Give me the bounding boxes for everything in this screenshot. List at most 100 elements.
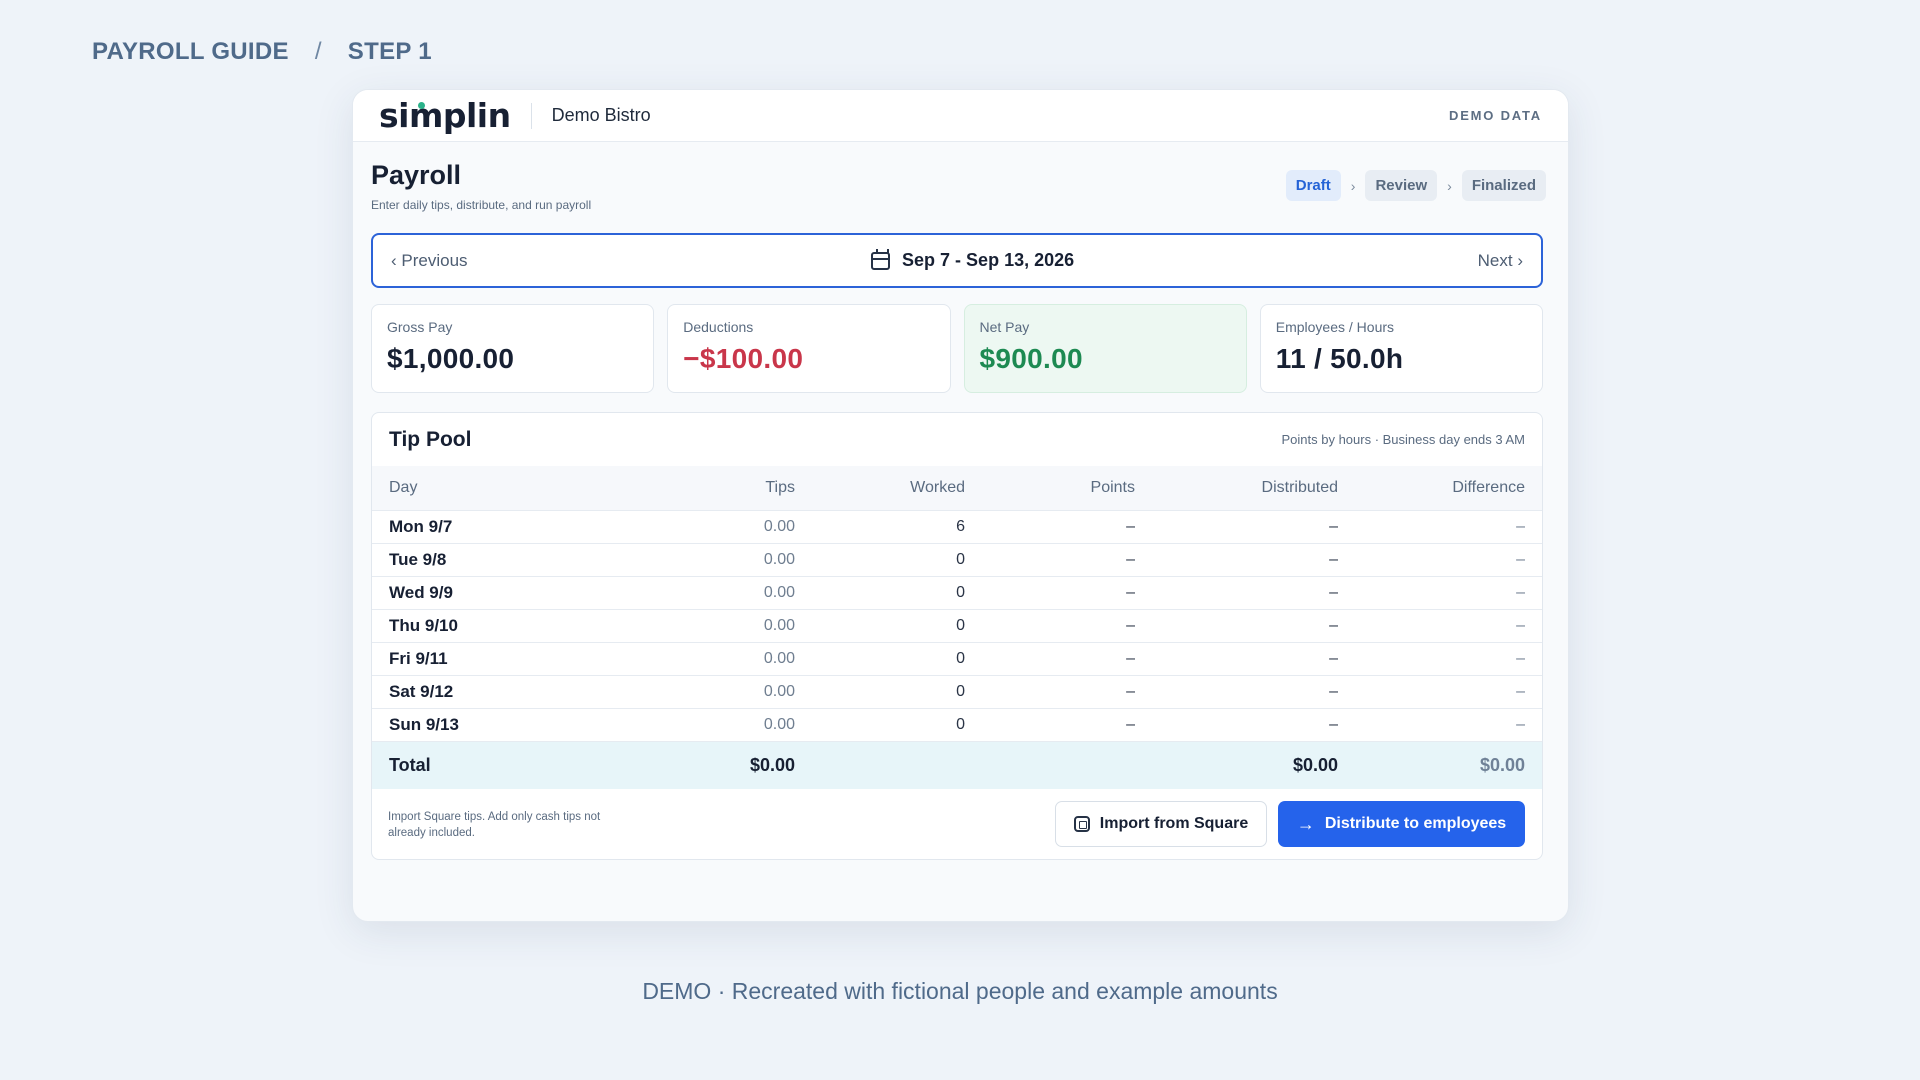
table-row[interactable]: Thu 9/10 0.00 0 – – –: [372, 609, 1542, 643]
cell-points: –: [982, 576, 1152, 610]
deductions-value: −$100.00: [683, 343, 804, 374]
net-pay-card: Net Pay $900.00: [963, 304, 1247, 393]
cell-worked: 0: [812, 543, 982, 577]
column-header-points: Points: [982, 466, 1152, 511]
deductions-label: Deductions: [683, 319, 754, 335]
summary-stats: Gross Pay $1,000.00 Deductions −$100.00 …: [371, 304, 1543, 393]
employees-hours-label: Employees / Hours: [1275, 319, 1395, 335]
import-help-text: Import Square tips. Add only cash tips n…: [388, 811, 601, 839]
square-icon: [1073, 816, 1090, 832]
table-row[interactable]: Fri 9/11 0.00 0 – – –: [372, 642, 1542, 676]
gross-pay-card: Gross Pay $1,000.00: [371, 304, 655, 393]
cell-points: –: [982, 609, 1152, 643]
cell-tips[interactable]: 0.00: [632, 543, 812, 577]
cell-difference: –: [1355, 675, 1542, 709]
cell-distributed: –: [1152, 609, 1355, 643]
import-from-square-button[interactable]: Import from Square: [1055, 801, 1267, 847]
page-subtitle: Enter daily tips, distribute, and run pa…: [371, 198, 592, 212]
cell-points: –: [982, 675, 1152, 709]
top-bar: simplin Demo Bistro DEMO DATA: [353, 90, 1568, 142]
column-header-day: Day: [372, 466, 632, 511]
cell-tips[interactable]: 0.00: [632, 510, 812, 544]
cell-difference: –: [1355, 543, 1542, 577]
cell-worked: 0: [812, 576, 982, 610]
deductions-card: Deductions −$100.00: [667, 304, 951, 393]
cell-tips[interactable]: 0.00: [632, 642, 812, 676]
guide-breadcrumb: PAYROLL GUIDE / STEP 1: [92, 38, 432, 66]
total-points-empty: [982, 741, 1152, 789]
cell-worked: 0: [812, 675, 982, 709]
cell-worked: 6: [812, 510, 982, 544]
table-row[interactable]: Sun 9/13 0.00 0 – – –: [372, 708, 1542, 742]
total-difference: $0.00: [1355, 741, 1542, 789]
net-pay-value: $900.00: [979, 343, 1083, 374]
period-range-label: Sep 7 - Sep 13, 2026: [902, 250, 1075, 270]
table-row[interactable]: Tue 9/8 0.00 0 – – –: [372, 543, 1542, 577]
demo-caption: DEMO · Recreated with fictional people a…: [642, 978, 1278, 1004]
guide-title: PAYROLL GUIDE: [92, 38, 289, 65]
cell-day: Fri 9/11: [372, 642, 632, 676]
cell-difference: –: [1355, 609, 1542, 643]
cell-distributed: –: [1152, 675, 1355, 709]
cell-points: –: [982, 510, 1152, 544]
cell-distributed: –: [1152, 543, 1355, 577]
cell-worked: 0: [812, 609, 982, 643]
cell-day: Thu 9/10: [372, 609, 632, 643]
table-row[interactable]: Mon 9/7 0.00 6 – – –: [372, 510, 1542, 544]
tip-pool-panel: Tip Pool Points by hours · Business day …: [371, 412, 1543, 860]
guide-step: STEP 1: [347, 38, 432, 65]
logo[interactable]: simplin: [379, 96, 511, 135]
total-worked-empty: [812, 741, 982, 789]
cell-day: Tue 9/8: [372, 543, 632, 577]
cell-tips[interactable]: 0.00: [632, 609, 812, 643]
employees-hours-value: 11 / 50.0h: [1275, 343, 1404, 374]
cell-difference: –: [1355, 708, 1542, 742]
table-row[interactable]: Sat 9/12 0.00 0 – – –: [372, 675, 1542, 709]
app-window: simplin Demo Bistro DEMO DATA Payroll En…: [352, 89, 1569, 922]
arrow-right-icon: →: [1296, 813, 1315, 834]
total-tips: $0.00: [632, 741, 812, 789]
cell-tips[interactable]: 0.00: [632, 708, 812, 742]
total-distributed: $0.00: [1152, 741, 1355, 789]
tip-pool-title: Tip Pool: [389, 427, 472, 451]
cell-day: Sun 9/13: [372, 708, 632, 742]
period-range[interactable]: Sep 7 - Sep 13, 2026: [468, 248, 1478, 271]
total-row: Total $0.00 $0.00 $0.00: [372, 741, 1542, 789]
cell-difference: –: [1355, 642, 1542, 676]
tip-pool-note: Points by hours · Business day ends 3 AM: [1281, 432, 1525, 447]
next-period-button[interactable]: Next ›: [1477, 250, 1523, 270]
net-pay-label: Net Pay: [979, 319, 1030, 335]
table-row[interactable]: Wed 9/9 0.00 0 – – –: [372, 576, 1542, 610]
cell-tips[interactable]: 0.00: [632, 576, 812, 610]
cell-day: Wed 9/9: [372, 576, 632, 610]
cell-distributed: –: [1152, 642, 1355, 676]
chevron-right-icon: ›: [1350, 177, 1356, 194]
column-header-distributed: Distributed: [1152, 466, 1355, 511]
chevron-right-icon: ›: [1447, 177, 1452, 194]
step-draft[interactable]: Draft: [1285, 170, 1341, 201]
logo-text: simplin: [379, 96, 511, 135]
cell-worked: 0: [812, 708, 982, 742]
cell-distributed: –: [1152, 576, 1355, 610]
guide-separator: /: [314, 38, 322, 65]
step-finalized[interactable]: Finalized: [1461, 170, 1546, 201]
cell-day: Sat 9/12: [372, 675, 632, 709]
cell-difference: –: [1355, 510, 1542, 544]
cell-distributed: –: [1152, 510, 1355, 544]
business-name: Demo Bistro: [551, 105, 651, 125]
tip-pool-footer: Import Square tips. Add only cash tips n…: [372, 789, 1542, 859]
previous-period-button[interactable]: ‹ Previous: [391, 250, 468, 270]
table-header-row: Day Tips Worked Points Distributed Diffe…: [372, 466, 1542, 511]
page-title: Payroll: [371, 160, 462, 190]
total-label: Total: [372, 741, 632, 789]
distribute-to-employees-button[interactable]: → Distribute to employees: [1278, 801, 1525, 847]
demo-data-badge: DEMO DATA: [1449, 108, 1542, 123]
column-header-tips: Tips: [632, 466, 812, 511]
column-header-difference: Difference: [1355, 466, 1542, 511]
gross-pay-value: $1,000.00: [387, 343, 515, 374]
cell-tips[interactable]: 0.00: [632, 675, 812, 709]
cell-worked: 0: [812, 642, 982, 676]
step-review[interactable]: Review: [1365, 170, 1438, 201]
cell-day: Mon 9/7: [372, 510, 632, 544]
topbar-divider: [530, 102, 532, 129]
